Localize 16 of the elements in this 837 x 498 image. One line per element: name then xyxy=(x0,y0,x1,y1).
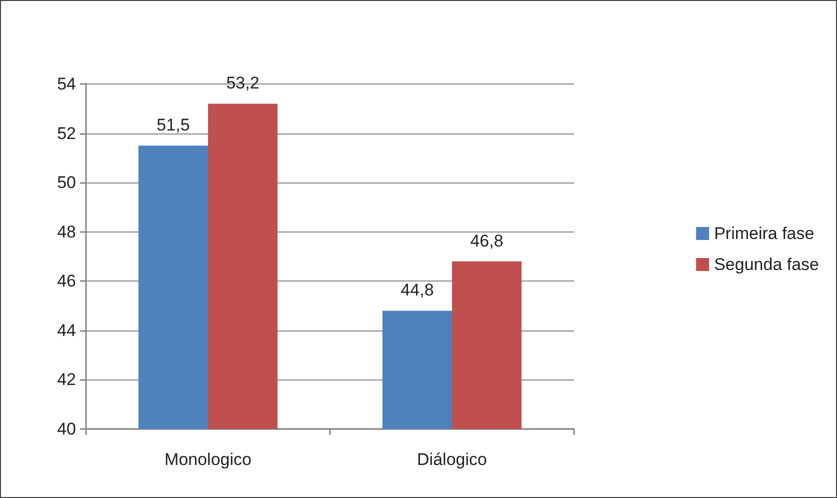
y-tick-label: 44 xyxy=(57,320,76,340)
legend-label: Primeira fase xyxy=(714,224,814,243)
legend-label: Segunda fase xyxy=(714,255,819,274)
x-tick-label: Diálogico xyxy=(417,450,487,469)
y-tick-label: 40 xyxy=(57,420,76,438)
y-tick-label: 48 xyxy=(57,222,76,242)
x-tick-label: Monologico xyxy=(164,450,252,469)
data-label: 44,8 xyxy=(400,280,434,300)
y-tick-label: 46 xyxy=(57,272,76,291)
y-tick-label: 54 xyxy=(57,74,76,94)
data-label: 53,2 xyxy=(226,74,260,93)
y-tick-label: 42 xyxy=(57,370,76,390)
data-label: 51,5 xyxy=(156,116,190,135)
data-label: 46,8 xyxy=(470,231,504,250)
y-tick-label: 50 xyxy=(57,173,76,192)
y-tick-label: 52 xyxy=(57,124,76,143)
